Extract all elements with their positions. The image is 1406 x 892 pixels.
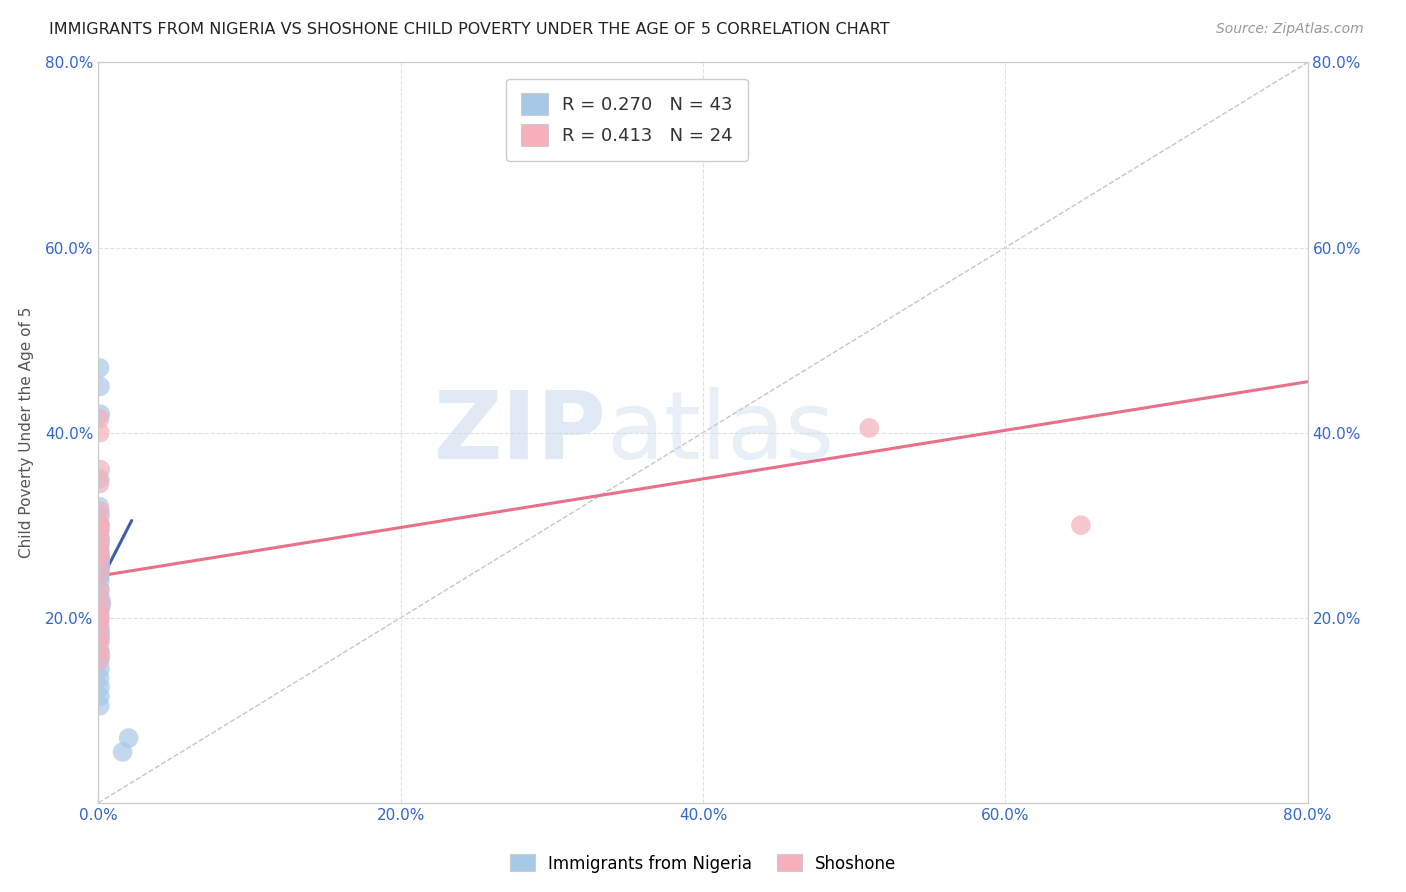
Point <box>89 500 111 514</box>
Point <box>89 662 111 676</box>
Text: atlas: atlas <box>606 386 835 479</box>
Point <box>89 472 111 486</box>
Point <box>89 462 111 476</box>
Point <box>89 541 111 556</box>
Text: ZIP: ZIP <box>433 386 606 479</box>
Point <box>89 601 111 615</box>
Point <box>89 518 111 533</box>
Point <box>89 690 111 704</box>
Point <box>89 610 111 624</box>
Point <box>89 633 111 648</box>
Point <box>89 536 111 550</box>
Point <box>89 360 111 375</box>
Point <box>89 541 111 556</box>
Point <box>89 504 111 518</box>
Point <box>89 698 111 713</box>
Point <box>89 565 111 579</box>
Point <box>89 550 111 565</box>
Point <box>89 620 111 634</box>
Point <box>89 508 111 523</box>
Point <box>90 597 112 611</box>
Point <box>89 518 111 533</box>
Point <box>89 559 111 574</box>
Point <box>89 643 111 657</box>
Point <box>89 597 111 611</box>
Point <box>89 574 111 588</box>
Point <box>89 546 111 560</box>
Point <box>89 518 111 533</box>
Point <box>89 523 111 537</box>
Point <box>89 606 111 620</box>
Legend: Immigrants from Nigeria, Shoshone: Immigrants from Nigeria, Shoshone <box>503 847 903 880</box>
Point <box>89 582 111 597</box>
Point <box>89 559 111 574</box>
Point <box>89 565 111 579</box>
Point <box>89 532 111 546</box>
Point <box>111 745 134 759</box>
Legend: R = 0.270   N = 43, R = 0.413   N = 24: R = 0.270 N = 43, R = 0.413 N = 24 <box>506 78 748 161</box>
Point <box>89 569 111 583</box>
Point <box>89 379 111 393</box>
Point <box>90 592 112 607</box>
Point <box>89 407 111 421</box>
Point <box>89 680 111 694</box>
Point <box>89 550 111 565</box>
Point <box>89 582 111 597</box>
Point <box>89 633 111 648</box>
Point <box>89 652 111 666</box>
Point <box>89 615 111 630</box>
Text: Source: ZipAtlas.com: Source: ZipAtlas.com <box>1216 22 1364 37</box>
Point <box>89 411 111 425</box>
Point <box>89 550 111 565</box>
Point <box>89 671 111 685</box>
Point <box>858 421 880 435</box>
Text: IMMIGRANTS FROM NIGERIA VS SHOSHONE CHILD POVERTY UNDER THE AGE OF 5 CORRELATION: IMMIGRANTS FROM NIGERIA VS SHOSHONE CHIL… <box>49 22 890 37</box>
Y-axis label: Child Poverty Under the Age of 5: Child Poverty Under the Age of 5 <box>18 307 34 558</box>
Point <box>89 476 111 491</box>
Point <box>89 555 111 569</box>
Point <box>89 559 111 574</box>
Point <box>89 629 111 643</box>
Point <box>90 648 112 662</box>
Point <box>89 610 111 624</box>
Point <box>89 569 111 583</box>
Point <box>89 652 111 666</box>
Point <box>89 532 111 546</box>
Point <box>1070 518 1092 533</box>
Point <box>89 546 111 560</box>
Point <box>89 555 111 569</box>
Point <box>89 518 111 533</box>
Point <box>89 425 111 440</box>
Point <box>89 523 111 537</box>
Point <box>89 624 111 639</box>
Point <box>118 731 141 745</box>
Point <box>89 643 111 657</box>
Point <box>89 550 111 565</box>
